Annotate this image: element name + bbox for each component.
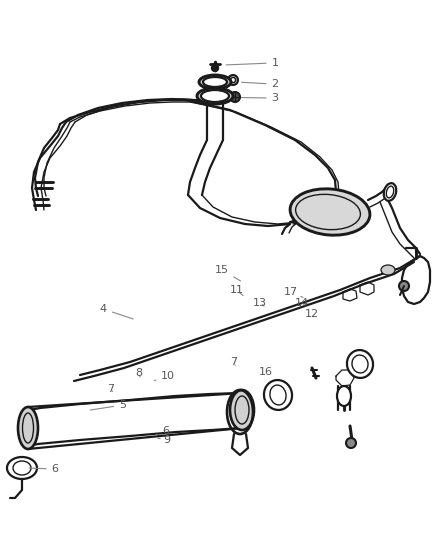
Text: 7: 7 bbox=[230, 358, 237, 367]
Text: 3: 3 bbox=[241, 93, 279, 103]
Ellipse shape bbox=[203, 77, 227, 87]
Text: 1: 1 bbox=[226, 58, 279, 68]
Text: 14: 14 bbox=[294, 298, 308, 308]
Text: 8: 8 bbox=[135, 368, 142, 378]
Ellipse shape bbox=[201, 90, 229, 102]
Ellipse shape bbox=[264, 380, 292, 410]
Text: 16: 16 bbox=[259, 367, 282, 382]
Text: 6: 6 bbox=[156, 426, 169, 435]
Ellipse shape bbox=[347, 350, 373, 378]
Circle shape bbox=[212, 64, 219, 71]
Circle shape bbox=[346, 438, 356, 448]
Ellipse shape bbox=[199, 75, 231, 89]
Text: 12: 12 bbox=[304, 310, 318, 319]
Text: 15: 15 bbox=[215, 265, 241, 281]
Text: 5: 5 bbox=[90, 400, 126, 410]
Text: 13: 13 bbox=[253, 298, 267, 308]
Text: 6: 6 bbox=[29, 464, 59, 474]
Text: 9: 9 bbox=[158, 435, 170, 445]
Ellipse shape bbox=[230, 390, 254, 430]
Ellipse shape bbox=[290, 189, 370, 235]
Text: 11: 11 bbox=[230, 286, 244, 296]
Circle shape bbox=[230, 77, 236, 83]
Text: 17: 17 bbox=[284, 287, 303, 297]
Ellipse shape bbox=[18, 407, 38, 449]
Text: 2: 2 bbox=[241, 79, 279, 89]
Text: 4: 4 bbox=[100, 304, 133, 319]
Circle shape bbox=[399, 281, 409, 291]
Text: 7: 7 bbox=[107, 384, 114, 394]
Circle shape bbox=[228, 75, 238, 85]
Ellipse shape bbox=[337, 386, 351, 406]
Ellipse shape bbox=[381, 265, 395, 275]
Ellipse shape bbox=[197, 88, 233, 104]
Ellipse shape bbox=[384, 183, 396, 201]
Text: 10: 10 bbox=[154, 372, 175, 381]
Circle shape bbox=[230, 92, 240, 102]
